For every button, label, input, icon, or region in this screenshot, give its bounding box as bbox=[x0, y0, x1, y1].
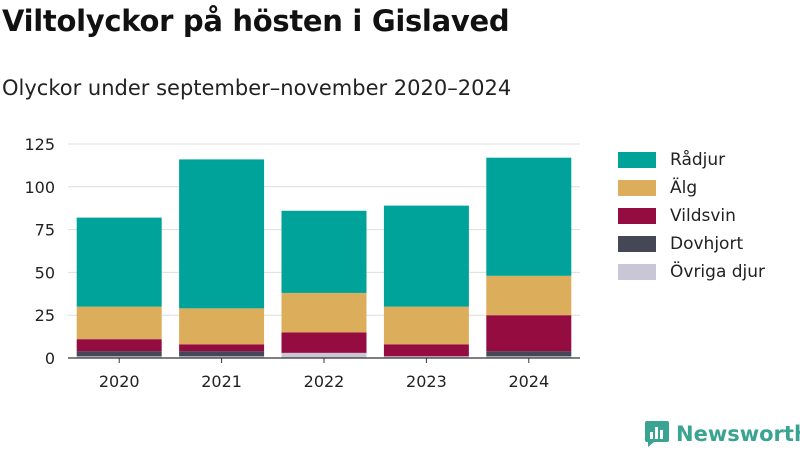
bar-vildsvin-2023 bbox=[383, 344, 469, 357]
bar-radjur-2023 bbox=[383, 205, 469, 307]
bar-ovriga-djur-2024 bbox=[486, 356, 572, 358]
x-tick-label: 2021 bbox=[201, 372, 242, 391]
legend-swatch bbox=[618, 236, 656, 252]
y-tick-label: 0 bbox=[45, 349, 55, 368]
y-tick-label: 100 bbox=[24, 178, 55, 197]
bar-ovriga-djur-2023 bbox=[383, 356, 469, 358]
x-tick-label: 2022 bbox=[304, 372, 345, 391]
bar-ovriga-djur-2020 bbox=[76, 356, 162, 358]
legend-item-ovriga-djur: Övriga djur bbox=[618, 258, 765, 286]
legend-swatch bbox=[618, 152, 656, 168]
legend-item-alg: Älg bbox=[618, 174, 765, 202]
bar-radjur-2022 bbox=[281, 210, 367, 293]
bar-alg-2020 bbox=[76, 306, 162, 340]
bar-alg-2021 bbox=[179, 308, 265, 345]
legend-label: Rådjur bbox=[670, 150, 726, 170]
x-tick-label: 2024 bbox=[508, 372, 549, 391]
legend-item-vildsvin: Vildsvin bbox=[618, 202, 765, 230]
legend-label: Dovhjort bbox=[670, 234, 744, 254]
legend-label: Älg bbox=[670, 178, 698, 198]
bar-vildsvin-2021 bbox=[179, 344, 265, 352]
legend-label: Vildsvin bbox=[670, 206, 736, 226]
y-tick-label: 125 bbox=[24, 135, 55, 154]
brand-name: Newsworthy bbox=[676, 422, 800, 446]
legend-label: Övriga djur bbox=[670, 262, 766, 282]
bar-dovhjort-2020 bbox=[76, 351, 162, 357]
chart-title: Viltolyckor på hösten i Gislaved bbox=[2, 4, 510, 38]
bar-ovriga-djur-2021 bbox=[179, 356, 265, 358]
newsworthy-logo-icon bbox=[645, 421, 669, 447]
bar-ovriga-djur-2022 bbox=[281, 352, 367, 358]
y-tick-label: 75 bbox=[35, 221, 55, 240]
bar-radjur-2021 bbox=[179, 159, 265, 309]
bars bbox=[76, 157, 572, 358]
x-tick-label: 2020 bbox=[99, 372, 140, 391]
brand: Newsworthy bbox=[644, 420, 800, 448]
x-tick-label: 2023 bbox=[406, 372, 447, 391]
legend-item-dovhjort: Dovhjort bbox=[618, 230, 765, 258]
bar-alg-2023 bbox=[383, 306, 469, 345]
bar-radjur-2020 bbox=[76, 217, 162, 307]
bar-alg-2024 bbox=[486, 275, 572, 316]
bar-vildsvin-2024 bbox=[486, 315, 572, 352]
legend-swatch bbox=[618, 208, 656, 224]
legend: Rådjur Älg Vildsvin Dovhjort Övriga djur bbox=[618, 146, 765, 286]
legend-swatch bbox=[618, 180, 656, 196]
axes: 0 25 50 75 100 125 2020 2021 2022 2023 2024 bbox=[24, 135, 580, 391]
bar-dovhjort-2021 bbox=[179, 351, 265, 357]
legend-swatch bbox=[618, 264, 656, 280]
bar-vildsvin-2020 bbox=[76, 339, 162, 352]
y-tick-label: 50 bbox=[35, 263, 55, 282]
chart-subtitle: Olyckor under september–november 2020–20… bbox=[2, 76, 512, 100]
bar-vildsvin-2022 bbox=[281, 332, 367, 353]
bar-radjur-2024 bbox=[486, 157, 572, 276]
y-tick-label: 25 bbox=[35, 306, 55, 325]
bar-dovhjort-2024 bbox=[486, 351, 572, 357]
bar-alg-2022 bbox=[281, 292, 367, 333]
legend-item-radjur: Rådjur bbox=[618, 146, 765, 174]
